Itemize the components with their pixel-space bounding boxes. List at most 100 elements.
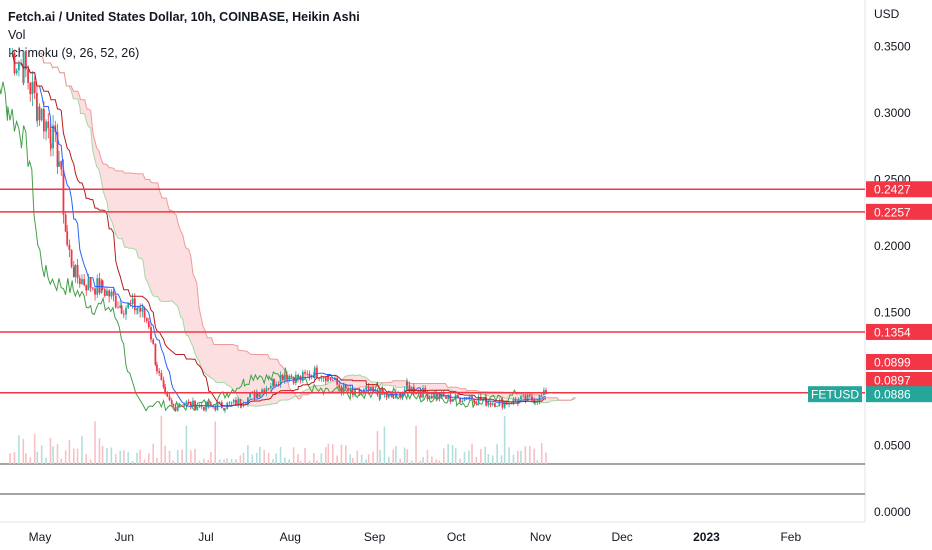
volume-bar xyxy=(406,449,409,464)
candle-body xyxy=(273,378,275,386)
candle-body xyxy=(340,387,343,393)
candle-body xyxy=(174,406,177,411)
symbol-tag: FETUSD xyxy=(808,386,862,403)
candle-body xyxy=(131,298,134,304)
candle-body xyxy=(114,295,117,308)
candle-body xyxy=(94,288,96,295)
candle-body xyxy=(209,403,212,406)
candle-body xyxy=(27,69,29,83)
candle-body xyxy=(405,381,408,390)
candle-body xyxy=(185,401,188,405)
volume-bar xyxy=(22,438,25,464)
candle-body xyxy=(202,406,205,411)
candle-body xyxy=(36,106,39,121)
candle-body xyxy=(281,375,284,381)
volume-bar xyxy=(131,460,134,464)
volume-bar xyxy=(203,458,205,464)
volume-bar xyxy=(251,454,254,464)
volume-bar xyxy=(447,443,449,464)
price-label: 0.0897 xyxy=(866,372,932,388)
price-level-label-text: 0.2257 xyxy=(874,205,911,219)
candle-body xyxy=(70,249,73,267)
volume-bar xyxy=(304,447,306,464)
volume-bar xyxy=(512,454,515,464)
volume-bar xyxy=(279,446,282,464)
volume-bar xyxy=(45,457,47,464)
candle-body xyxy=(265,388,268,393)
volume-bar xyxy=(73,448,75,464)
candle-body xyxy=(528,395,531,397)
candle-body xyxy=(127,303,130,308)
price-level-label-bg xyxy=(866,323,932,340)
candle-body xyxy=(81,279,83,285)
volume-bar xyxy=(189,450,192,464)
price-label: 0.0899 xyxy=(866,354,932,370)
volume-bar xyxy=(89,459,92,464)
x-tick-label: 2023 xyxy=(693,530,720,544)
candle-body xyxy=(415,393,417,395)
volume-bar xyxy=(218,459,221,464)
candle-body xyxy=(136,308,138,311)
ichimoku-base-line xyxy=(10,52,546,407)
ichimoku-indicator-label[interactable]: Ichimoku (9, 26, 52, 26) xyxy=(8,46,140,60)
volume-bar xyxy=(114,454,117,464)
candle-body xyxy=(349,388,352,392)
candle-body xyxy=(33,81,36,93)
x-tick-label: Dec xyxy=(611,530,632,544)
candle-body xyxy=(139,307,142,312)
volume-bar xyxy=(214,421,217,464)
price-level-label-bg xyxy=(866,203,932,220)
candle-body xyxy=(74,264,77,277)
candle-body xyxy=(235,399,237,406)
chart-title[interactable]: Fetch.ai / United States Dollar, 10h, CO… xyxy=(8,10,360,24)
volume-bar xyxy=(360,454,363,464)
volume-bar xyxy=(49,437,52,464)
candle-body xyxy=(491,403,494,405)
price-level-label: 0.2257 xyxy=(866,203,932,220)
price-label-text: 0.0897 xyxy=(874,374,911,388)
candle-body xyxy=(473,398,476,403)
volume-bar xyxy=(110,447,113,464)
volume-bar xyxy=(528,445,531,464)
volume-bar xyxy=(415,425,417,464)
x-tick-label: May xyxy=(29,530,52,544)
volume-bar xyxy=(324,447,327,464)
volume-bar xyxy=(503,416,506,464)
volume-bar xyxy=(148,453,150,464)
candle-body xyxy=(29,82,32,95)
volume-bar xyxy=(299,460,302,464)
volume-bar xyxy=(331,444,334,464)
y-tick-label: 0.1500 xyxy=(874,306,911,320)
volume-bar xyxy=(410,460,413,464)
volume-bar xyxy=(484,446,487,464)
volume-bar xyxy=(94,421,96,464)
candle-body xyxy=(258,393,261,398)
candle-body xyxy=(436,393,439,399)
candle-body xyxy=(242,404,245,407)
candle-body xyxy=(299,376,302,381)
volume-bar xyxy=(365,459,367,464)
candle-body xyxy=(230,402,233,404)
y-tick-label: 0.0500 xyxy=(874,439,911,453)
volume-bar xyxy=(392,449,395,464)
candle-body xyxy=(103,289,106,296)
candle-body xyxy=(442,392,445,397)
candle-body xyxy=(392,394,395,398)
volume-bar xyxy=(56,443,59,464)
volume-bar xyxy=(160,415,163,464)
volume-bar xyxy=(152,443,155,464)
volume-bar xyxy=(376,430,379,464)
candle-body xyxy=(143,307,146,318)
volume-indicator-label[interactable]: Vol xyxy=(8,28,26,42)
volume-bar xyxy=(491,455,494,464)
volume-bar xyxy=(198,460,201,464)
volume-bar xyxy=(101,445,104,464)
candle-body xyxy=(272,378,274,387)
volume-bar xyxy=(308,460,311,464)
volume-bar xyxy=(442,448,445,464)
volume-bar xyxy=(226,458,228,464)
candle-body xyxy=(383,394,386,396)
candle-body xyxy=(514,398,517,401)
volume-bar xyxy=(403,447,406,464)
